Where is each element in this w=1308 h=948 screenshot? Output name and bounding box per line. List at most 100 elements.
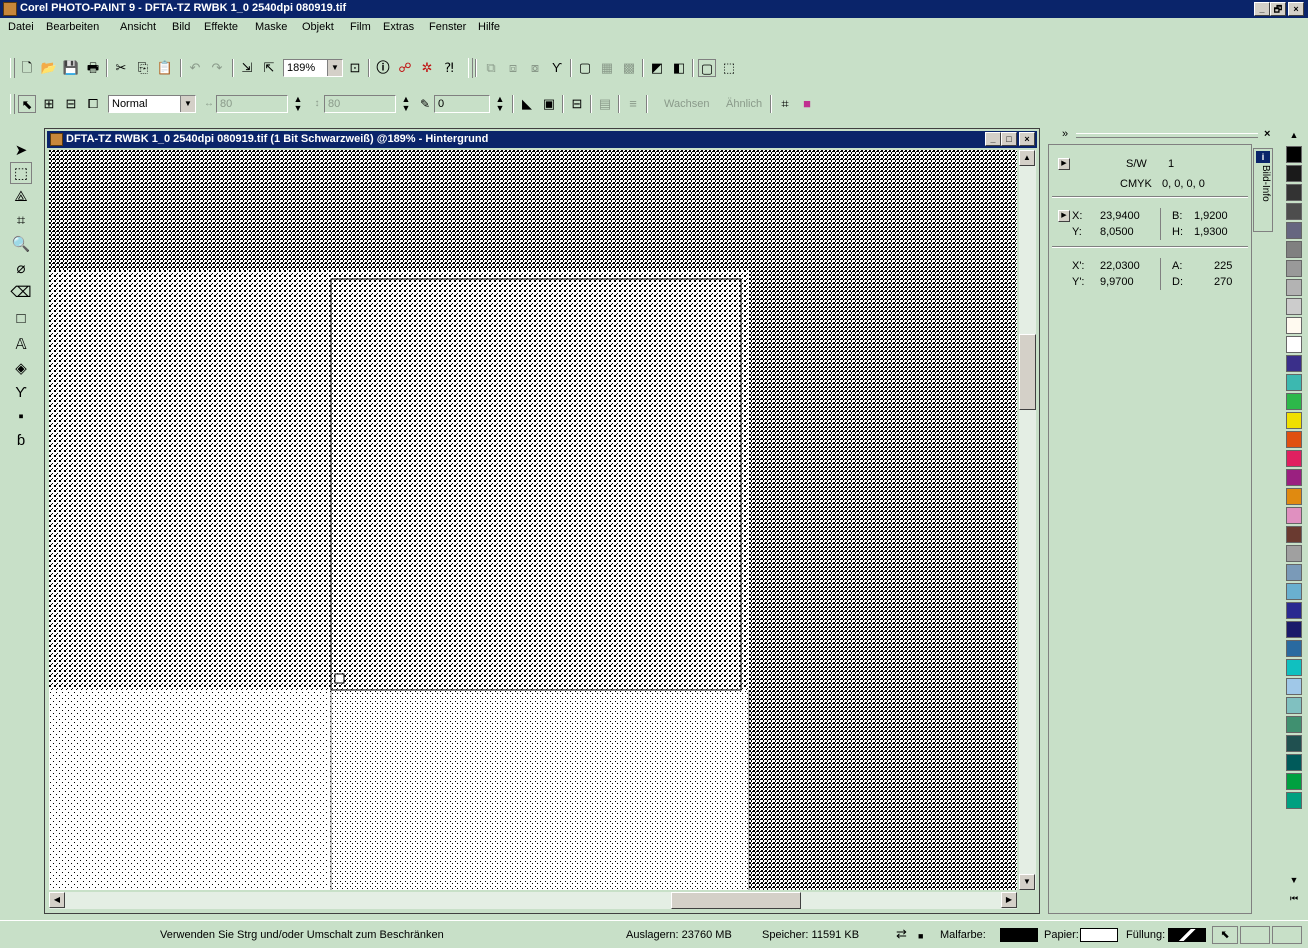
menu-ansicht[interactable]: Ansicht bbox=[120, 21, 157, 33]
object-tool-icon[interactable]: ▪ bbox=[18, 408, 24, 425]
menu-bearbeiten[interactable]: Bearbeiten bbox=[46, 21, 100, 33]
paint-color-swatch[interactable] bbox=[1000, 928, 1038, 942]
mask-smooth-icon[interactable]: ≡ bbox=[629, 96, 637, 111]
fill-swatch[interactable] bbox=[1168, 928, 1206, 942]
rectangle-mask-tool-icon[interactable]: ⬚ bbox=[10, 162, 32, 184]
text-tool-icon[interactable]: 𝔸 bbox=[15, 336, 27, 353]
palette-swatch[interactable] bbox=[1286, 488, 1302, 505]
mask-select-icon[interactable]: ⊟ bbox=[571, 96, 583, 111]
eyedropper-tool-icon[interactable]: ⌀ bbox=[16, 260, 26, 277]
palette-swatch[interactable] bbox=[1286, 241, 1302, 258]
doc-close-button[interactable]: × bbox=[1019, 132, 1035, 146]
close-button[interactable]: × bbox=[1288, 2, 1304, 16]
palette-swatch[interactable] bbox=[1286, 659, 1302, 676]
pointer-tool-icon[interactable]: ➤ bbox=[14, 142, 28, 159]
swap-colors-icon[interactable]: ⇄ bbox=[896, 926, 907, 941]
chevron-down-icon[interactable]: ▼ bbox=[327, 60, 342, 76]
mask-normal-mode-icon[interactable]: ⬉ bbox=[18, 95, 36, 113]
palette-swatch[interactable] bbox=[1286, 469, 1302, 486]
similar-button[interactable]: Ähnlich bbox=[726, 98, 763, 110]
palette-swatch[interactable] bbox=[1286, 621, 1302, 638]
doc-minimize-button[interactable]: _ bbox=[985, 132, 1001, 146]
horizontal-scrollbar[interactable]: ◀ ▶ bbox=[49, 892, 1017, 909]
palette-swatch[interactable] bbox=[1286, 298, 1302, 315]
palette-swatch[interactable] bbox=[1286, 165, 1302, 182]
object-combine-icon[interactable]: ⧇ bbox=[530, 60, 540, 75]
menu-datei[interactable]: Datei bbox=[8, 21, 34, 33]
mask-xor-mode-icon[interactable]: ⧠ bbox=[87, 96, 99, 111]
corel-photopaint-icon[interactable] bbox=[3, 2, 17, 16]
zoom-select[interactable]: 189% ▼ bbox=[283, 59, 343, 77]
image-canvas[interactable] bbox=[49, 150, 1017, 890]
height-field[interactable]: 80 bbox=[324, 95, 396, 113]
open-file-icon[interactable]: 📂 bbox=[40, 60, 58, 75]
palette-swatch[interactable] bbox=[1286, 697, 1302, 714]
merge-mode-select[interactable]: Normal ▼ bbox=[108, 95, 196, 113]
docker-flyout-button[interactable]: ▶ bbox=[1058, 158, 1070, 170]
new-file-icon[interactable]: 🗋 bbox=[21, 60, 33, 75]
clone-brush-icon[interactable]: ϒ bbox=[551, 60, 563, 75]
mask-marquee-icon[interactable]: ▢ bbox=[698, 59, 716, 77]
palette-swatch[interactable] bbox=[1286, 564, 1302, 581]
palette-scroll-down-icon[interactable]: ▼ bbox=[1289, 875, 1299, 885]
palette-swatch[interactable] bbox=[1286, 260, 1302, 277]
doc-maximize-button[interactable]: □ bbox=[1001, 132, 1017, 146]
toolbar-grip[interactable] bbox=[10, 58, 15, 78]
menu-extras[interactable]: Extras bbox=[383, 21, 415, 33]
mask-transform-icon[interactable]: ▣ bbox=[542, 96, 556, 111]
scroll-up-button[interactable]: ▲ bbox=[1019, 150, 1035, 166]
scroll-left-button[interactable]: ◀ bbox=[49, 892, 65, 908]
color-mask-icon[interactable]: ■ bbox=[803, 96, 811, 111]
palette-scroll-up-icon[interactable]: ▲ bbox=[1289, 130, 1299, 140]
mask-add-mode-icon[interactable]: ⊞ bbox=[43, 96, 55, 111]
palette-end-icon[interactable]: ⏮ bbox=[1289, 893, 1299, 903]
cut-icon[interactable]: ✂ bbox=[115, 60, 127, 75]
mask-remove-icon[interactable]: ▩ bbox=[622, 60, 636, 75]
mask-marquee-dashed-icon[interactable]: ⬚ bbox=[722, 60, 736, 75]
image-sprayer-tool-icon[interactable]: ɓ bbox=[16, 432, 26, 449]
copy-icon[interactable]: ⎘ bbox=[137, 60, 149, 75]
mask-subtract-mode-icon[interactable]: ⊟ bbox=[65, 96, 77, 111]
paste-icon[interactable]: 📋 bbox=[156, 60, 174, 75]
palette-swatch[interactable] bbox=[1286, 412, 1302, 429]
palette-swatch[interactable] bbox=[1286, 754, 1302, 771]
palette-swatch[interactable] bbox=[1286, 431, 1302, 448]
info-icon[interactable]: ⓘ bbox=[376, 60, 390, 75]
feather-field[interactable]: 0 bbox=[434, 95, 490, 113]
minimize-button[interactable]: _ bbox=[1254, 2, 1270, 16]
palette-swatch[interactable] bbox=[1286, 222, 1302, 239]
palette-swatch[interactable] bbox=[1286, 716, 1302, 733]
fill-tool-icon[interactable]: ◈ bbox=[15, 360, 27, 377]
mask-transform-tool-icon[interactable]: ⟁ bbox=[14, 188, 28, 205]
palette-swatch[interactable] bbox=[1286, 374, 1302, 391]
mask-rect-icon[interactable]: ▢ bbox=[578, 60, 592, 75]
horizontal-scroll-thumb[interactable] bbox=[671, 892, 801, 909]
mask-brush-icon[interactable]: ◣ bbox=[522, 96, 532, 111]
print-icon[interactable]: 🖶 bbox=[86, 60, 100, 75]
help-pointer-icon[interactable]: ⁈ bbox=[444, 60, 454, 75]
undo-icon[interactable]: ↶ bbox=[189, 60, 201, 75]
mask-view-icon[interactable]: ◧ bbox=[672, 60, 686, 75]
menu-film[interactable]: Film bbox=[350, 21, 371, 33]
palette-swatch[interactable] bbox=[1286, 450, 1302, 467]
paper-color-swatch[interactable] bbox=[1080, 928, 1118, 942]
position-flyout-button[interactable]: ▶ bbox=[1058, 210, 1070, 222]
feather-spinner[interactable]: ▲ ▼ bbox=[495, 94, 505, 113]
rectangle-tool-icon[interactable]: □ bbox=[16, 310, 26, 327]
palette-swatch[interactable] bbox=[1286, 678, 1302, 695]
palette-swatch[interactable] bbox=[1286, 184, 1302, 201]
tab-bild-info[interactable]: i Bild-Info bbox=[1253, 148, 1273, 232]
restore-button[interactable]: 🗗 bbox=[1270, 2, 1286, 16]
grow-button[interactable]: Wachsen bbox=[664, 98, 710, 110]
menu-objekt[interactable]: Objekt bbox=[302, 21, 334, 33]
vertical-scrollbar[interactable]: ▲ ▼ bbox=[1019, 150, 1036, 890]
palette-swatch[interactable] bbox=[1286, 792, 1302, 809]
palette-swatch[interactable] bbox=[1286, 146, 1302, 163]
height-spinner[interactable]: ▲ ▼ bbox=[401, 94, 411, 113]
color-manager-icon[interactable]: ☍ bbox=[398, 60, 412, 75]
width-spinner[interactable]: ▲ ▼ bbox=[293, 94, 303, 113]
mask-color-icon[interactable]: ⌗ bbox=[781, 96, 789, 111]
palette-swatch[interactable] bbox=[1286, 583, 1302, 600]
import-icon[interactable]: ⇲ bbox=[241, 60, 253, 75]
effect-tool-icon[interactable]: ϒ bbox=[15, 384, 27, 401]
